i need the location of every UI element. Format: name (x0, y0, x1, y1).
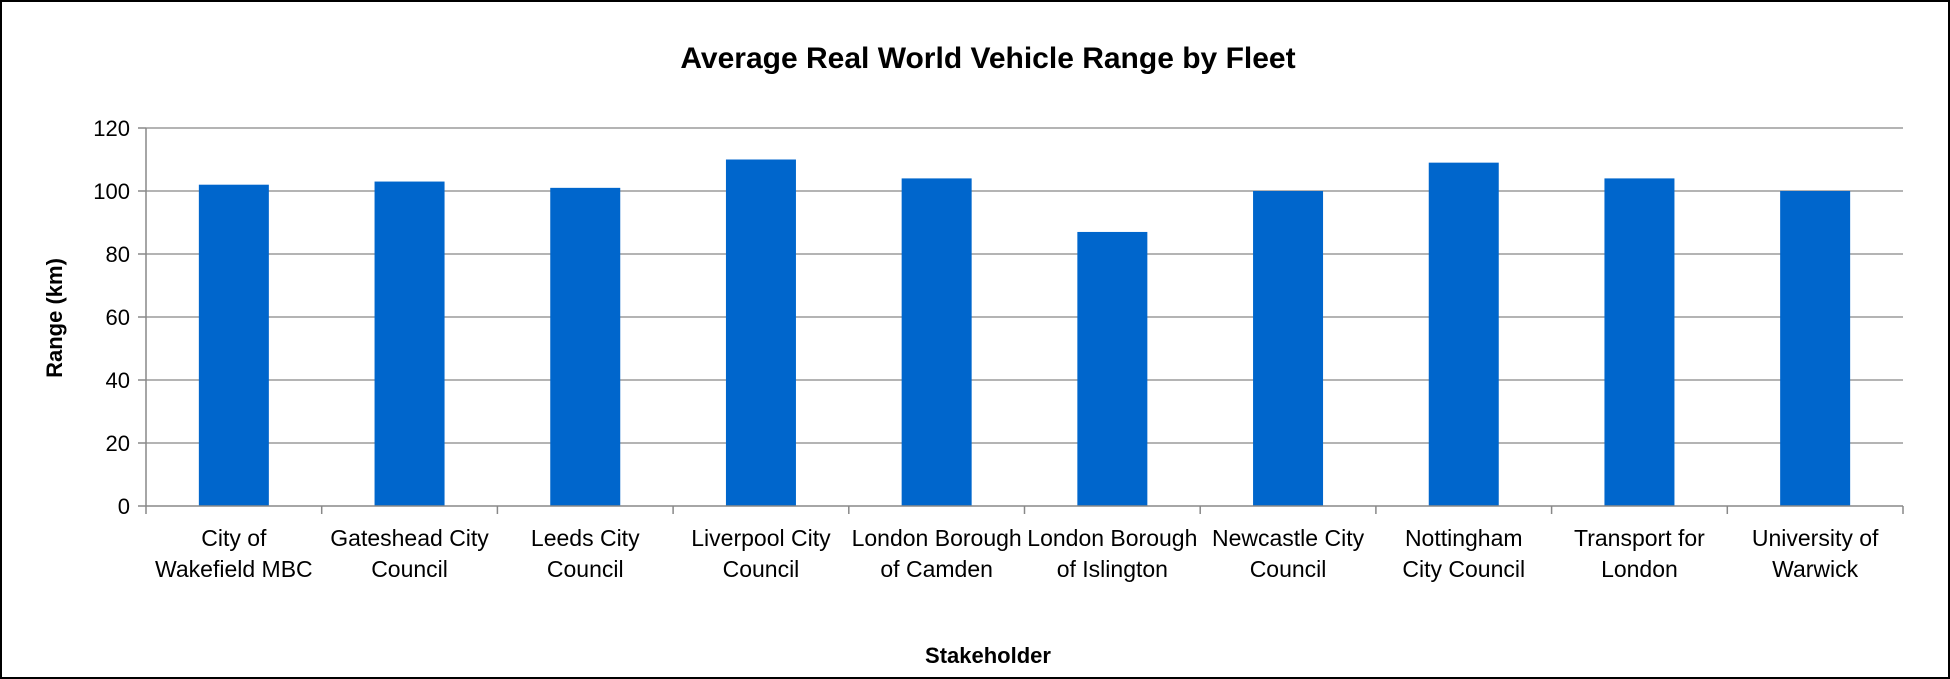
x-category-label: London Borough of Islington (1027, 525, 1197, 582)
x-category-label: University of Warwick (1752, 525, 1879, 582)
x-category-label: Transport for London (1574, 525, 1705, 582)
y-tick-labels: 0 20 40 60 80 100 120 (93, 116, 130, 519)
x-category-label: City of Wakefield MBC (155, 525, 313, 582)
bar (901, 178, 972, 506)
x-category-label: Leeds City Council (531, 525, 640, 582)
bar (1428, 162, 1499, 506)
y-tick-label: 20 (106, 431, 130, 456)
bar (1604, 178, 1675, 506)
y-tick-label: 60 (106, 305, 130, 330)
x-category-labels: City of Wakefield MBC Gateshead City Counci… (155, 525, 1879, 582)
bar (550, 187, 621, 506)
bar (374, 181, 445, 507)
bar (725, 159, 796, 506)
x-category-label: Nottingham City Council (1402, 525, 1525, 582)
bar (198, 184, 269, 506)
bars (198, 159, 1851, 507)
chart-title: Average Real World Vehicle Range by Flee… (680, 42, 1295, 75)
x-axis-title: Stakeholder (925, 643, 1051, 668)
axes (138, 127, 1904, 514)
x-category-label: Gateshead City Council (330, 525, 489, 582)
x-category-label: Newcastle City Council (1212, 525, 1365, 582)
y-tick-label: 80 (106, 242, 130, 267)
bar (1253, 191, 1324, 506)
y-axis-title: Range (km) (42, 258, 67, 378)
y-tick-label: 100 (93, 179, 130, 204)
x-category-label: London Borough of Camden (852, 525, 1022, 582)
y-tick-label: 0 (118, 494, 130, 519)
x-category-label: Liverpool City Council (691, 525, 831, 582)
y-tick-label: 120 (93, 116, 130, 141)
y-tick-label: 40 (106, 368, 130, 393)
bar (1077, 231, 1148, 506)
bar (1780, 191, 1851, 506)
